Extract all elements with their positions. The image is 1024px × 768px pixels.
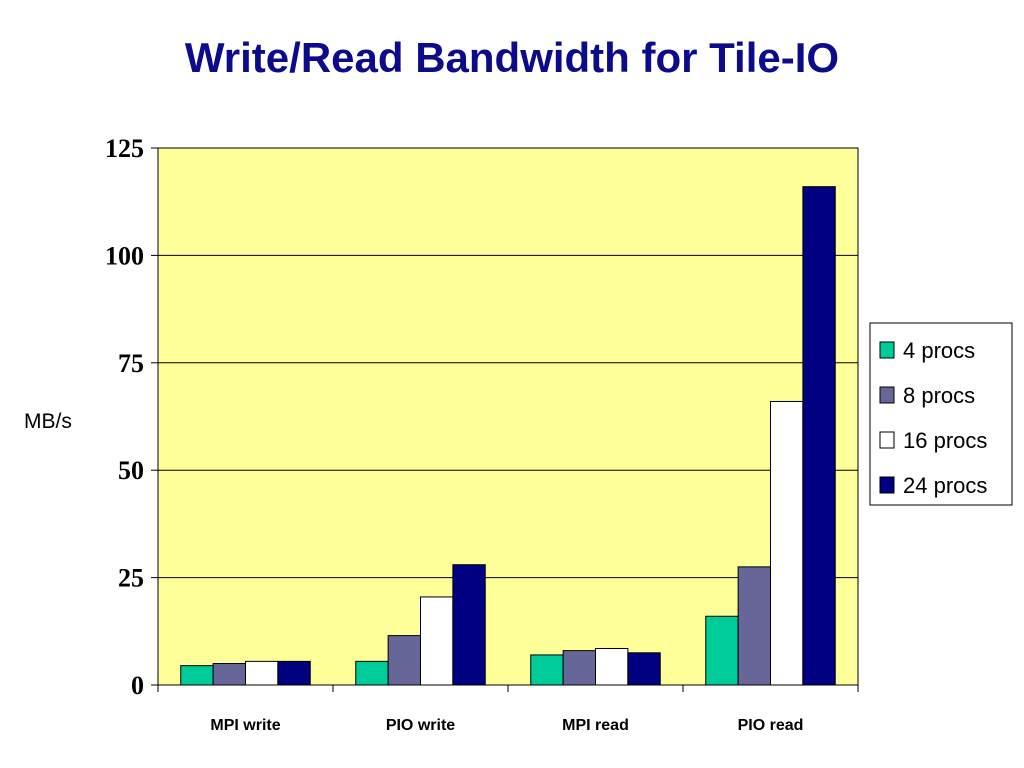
bar-4-procs-pio-read (705, 615, 739, 686)
bars (180, 186, 836, 686)
legend-label: 24 procs (903, 473, 987, 498)
legend-swatch (879, 431, 895, 449)
bar-4-procs-pio-write (355, 660, 389, 686)
legend-swatch (879, 341, 895, 359)
legend-label: 16 procs (903, 428, 987, 453)
x-category-label: PIO write (386, 717, 455, 734)
bar-4-procs-mpi-write (180, 665, 214, 686)
bar-8-procs-pio-read (737, 566, 771, 686)
bar-16-procs-pio-write (420, 596, 454, 686)
legend-swatch (879, 386, 895, 404)
bar-24-procs-mpi-read (627, 652, 661, 686)
bar-4-procs-mpi-read (530, 654, 564, 686)
chart-title: Write/Read Bandwidth for Tile-IO (184, 34, 840, 81)
x-category-label: MPI write (210, 717, 280, 734)
y-tick-label: 0 (131, 671, 144, 700)
x-category-label: PIO read (738, 717, 804, 734)
bar-8-procs-pio-write (387, 635, 421, 686)
y-tick-label: 100 (105, 241, 144, 270)
legend: 4 procs 8 procs 16 procs 24 procs (869, 322, 1013, 506)
bar-24-procs-pio-write (452, 564, 486, 686)
x-category-label: MPI read (562, 717, 629, 734)
x-category-labels: MPI write PIO write MPI read PIO read (210, 717, 803, 734)
y-axis-label: MB/s (24, 410, 72, 433)
bar-8-procs-mpi-read (562, 650, 596, 686)
y-tick-label: 50 (118, 456, 144, 485)
bar-16-procs-mpi-write (245, 660, 279, 686)
bar-16-procs-mpi-read (595, 647, 629, 686)
y-tick-label: 25 (118, 564, 144, 593)
axes (151, 147, 859, 692)
gridlines (158, 254, 858, 579)
y-tick-labels: 0 25 50 75 100 125 (105, 134, 144, 700)
bar-24-procs-mpi-write (277, 660, 311, 686)
y-tick-label: 125 (105, 134, 144, 163)
bar-24-procs-pio-read (802, 186, 836, 686)
legend-swatch (879, 476, 895, 494)
y-tick-label: 75 (118, 349, 144, 378)
bar-16-procs-pio-read (770, 400, 804, 686)
legend-label: 8 procs (903, 383, 975, 408)
legend-label: 4 procs (903, 338, 975, 363)
bar-8-procs-mpi-write (212, 663, 246, 686)
